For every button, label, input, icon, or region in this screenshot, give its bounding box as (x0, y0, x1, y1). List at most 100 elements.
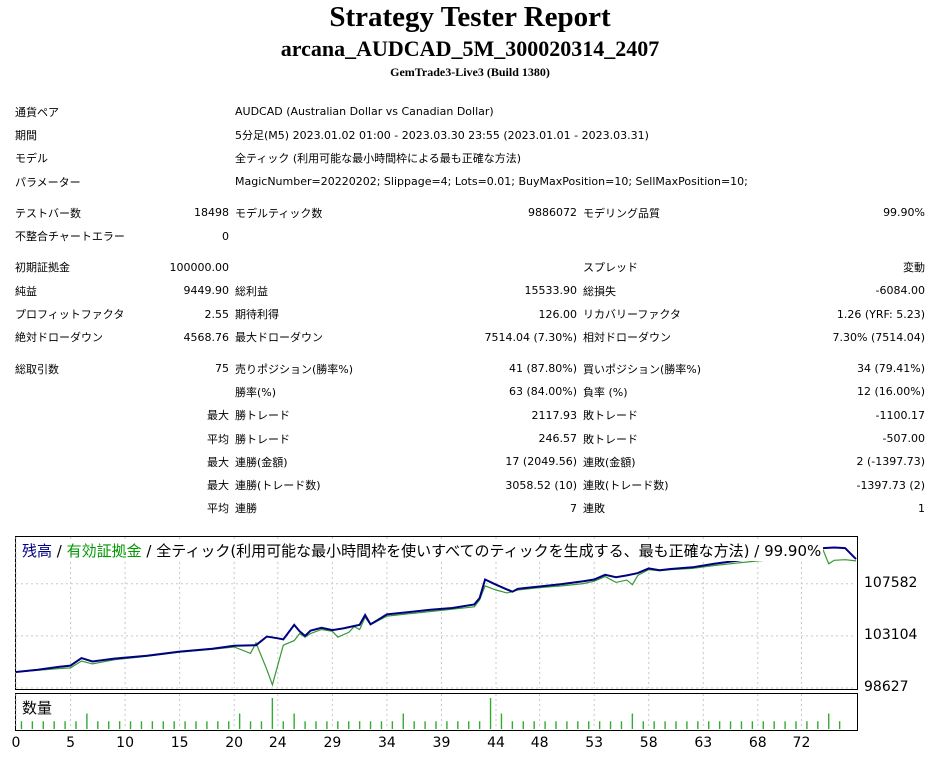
money-value: 7.30% (7514.04) (832, 330, 926, 344)
x-tick-label: 68 (748, 735, 767, 751)
money-row: プロフィットファクタ 2.55 期待利得 126.00 リカバリーファクタ 1.26 (Y… (12, 302, 928, 325)
test-label: 不整合チャートエラー (15, 230, 125, 244)
x-tick-label: 15 (170, 735, 189, 751)
money-value: 7514.04 (7.30%) (484, 330, 577, 344)
trades-label: 敗トレード (583, 409, 638, 423)
money-value: 100000.00 (169, 260, 230, 274)
x-tick-label: 63 (694, 735, 713, 751)
money-row: 純益 9449.90 総利益 15533.90 総損失 -6084.00 (12, 279, 928, 302)
x-tick-label: 39 (432, 735, 451, 751)
money-value: -6084.00 (875, 284, 926, 298)
trades-row: 総取引数 75 売りポジション(勝率%) 41 (87.80%) 買いポジション(勝率%… (12, 357, 928, 380)
trades-value: -1100.17 (875, 408, 926, 422)
trades-row: 勝率(%) 63 (84.00%) 負率 (%) 12 (16.00%) (12, 380, 928, 403)
x-tick-label: 53 (585, 735, 604, 751)
info-row: 通貨ペア AUDCAD (Australian Dollar vs Canadia… (12, 100, 928, 123)
trades-value: 2117.93 (531, 408, 578, 422)
trades-row: 平均 勝トレード 246.57 敗トレード -507.00 (12, 427, 928, 450)
balance-chart (15, 536, 858, 690)
trades-value: 平均 (207, 432, 229, 446)
trades-value: 41 (87.80%) (508, 362, 577, 376)
test-label: テストバー数 (15, 206, 81, 220)
chart-grid (15, 537, 856, 729)
money-value: 1.26 (YRF: 5.23) (836, 307, 926, 321)
test-value: 18498 (194, 206, 229, 220)
chart-legend: 残高 / 有効証拠金 / 全ティック(利用可能な最小時間枠を使いすべてのティック… (22, 540, 824, 561)
info-value: 全ティック (利用可能な最小時間枠による最も正確な方法) (235, 152, 522, 166)
money-value: 126.00 (538, 307, 578, 321)
trades-value: 7 (570, 501, 577, 515)
report-build: GemTrade3-Live3 (Build 1380) (390, 65, 550, 79)
trades-value: 平均 (207, 502, 229, 516)
trades-value: 17 (2049.56) (505, 455, 577, 469)
money-label: リカバリーファクタ (583, 308, 681, 322)
x-tick-label: 0 (11, 735, 21, 751)
info-label: パラメーター (15, 175, 81, 189)
test-row: 不整合チャートエラー 0 (12, 224, 928, 247)
trades-value: 3058.52 (10) (505, 478, 577, 492)
test-value: 0 (222, 229, 229, 243)
trades-value: 最大 (207, 479, 229, 493)
info-value: MagicNumber=20220202; Slippage=4; Lots=0… (235, 175, 748, 189)
x-tick-label: 44 (487, 735, 505, 751)
legend-balance: 残高 (22, 542, 53, 560)
info-row: モデル 全ティック (利用可能な最小時間枠による最も正確な方法) (12, 147, 928, 170)
trades-label: 連敗 (583, 502, 605, 516)
x-tick-label: 5 (66, 735, 75, 751)
x-tick-label: 72 (792, 735, 811, 751)
trades-row: 最大 連勝(トレード数) 3058.52 (10) 連敗(トレード数) -1397.73… (12, 473, 928, 496)
report-subtitle: arcana_AUDCAD_5M_300020314_2407 (280, 36, 660, 61)
money-row: 絶対ドローダウン 4568.76 最大ドローダウン 7514.04 (7.30%) 相対… (12, 326, 928, 349)
trades-value: 最大 (207, 409, 229, 423)
trades-label: 勝トレード (235, 409, 290, 423)
trades-label: 勝率(%) (235, 385, 277, 399)
money-label: 総利益 (235, 284, 268, 298)
money-label: 初期証拠金 (15, 261, 70, 275)
money-value: 4568.76 (183, 330, 230, 344)
trades-value: 75 (215, 362, 229, 376)
trades-value: 1 (918, 501, 926, 515)
trades-value: 2 (-1397.73) (856, 455, 926, 469)
money-label: プロフィットファクタ (15, 308, 125, 322)
trades-label: 総取引数 (15, 362, 59, 376)
trades-value: -507.00 (882, 432, 926, 445)
trades-label: 連勝(金額) (235, 455, 288, 469)
info-value: AUDCAD (Australian Dollar vs Canadian Do… (235, 105, 494, 119)
balance-line (15, 546, 857, 673)
money-value: 9449.90 (183, 284, 230, 298)
trades-label: 買いポジション(勝率%) (583, 362, 702, 376)
trades-label: 連勝 (235, 502, 257, 516)
trades-value: 63 (84.00%) (508, 385, 577, 399)
trades-row: 平均 連勝 7 連敗 1 (12, 497, 928, 520)
legend-description: / 全ティック(利用可能な最小時間枠を使いすべてのティックを生成する、最も正確な… (141, 542, 822, 560)
chart-lines (15, 546, 857, 687)
x-tick-label: 20 (225, 735, 244, 751)
x-tick-label: 24 (268, 735, 287, 751)
money-value: 変動 (903, 261, 926, 275)
x-tick-label: 48 (530, 735, 549, 751)
trades-value: -1397.73 (2) (856, 478, 926, 492)
trades-value: 34 (79.41%) (856, 362, 926, 376)
money-label: スプレッド (583, 261, 638, 275)
info-label: 通貨ペア (15, 105, 59, 119)
info-label: 期間 (15, 128, 37, 142)
x-tick-label: 34 (377, 735, 396, 751)
test-value: 9886072 (528, 206, 577, 220)
money-label: 相対ドローダウン (583, 331, 671, 345)
money-row: 初期証拠金 100000.00 スプレッド 変動 (12, 256, 928, 279)
trades-row: 最大 連勝(金額) 17 (2049.56) 連敗(金額) 2 (-1397.73) (12, 450, 928, 473)
volume-bars (20, 698, 841, 729)
y-tick-label: 98627 (864, 679, 909, 695)
legend-equity: 有効証拠金 (66, 542, 142, 560)
money-label: 絶対ドローダウン (15, 331, 103, 345)
trades-label: 敗トレード (583, 432, 638, 446)
trades-label: 負率 (%) (583, 385, 628, 399)
y-tick-label: 103104 (864, 626, 918, 643)
trades-label: 連勝(トレード数) (235, 479, 321, 493)
test-value: 99.90% (883, 206, 926, 220)
x-tick-label: 10 (116, 735, 134, 751)
x-tick-label: 29 (323, 735, 342, 751)
test-row: テストバー数 18498 モデルティック数 9886072 モデリング品質 99.90% (12, 201, 928, 224)
volume-label: 数量 (22, 699, 53, 717)
